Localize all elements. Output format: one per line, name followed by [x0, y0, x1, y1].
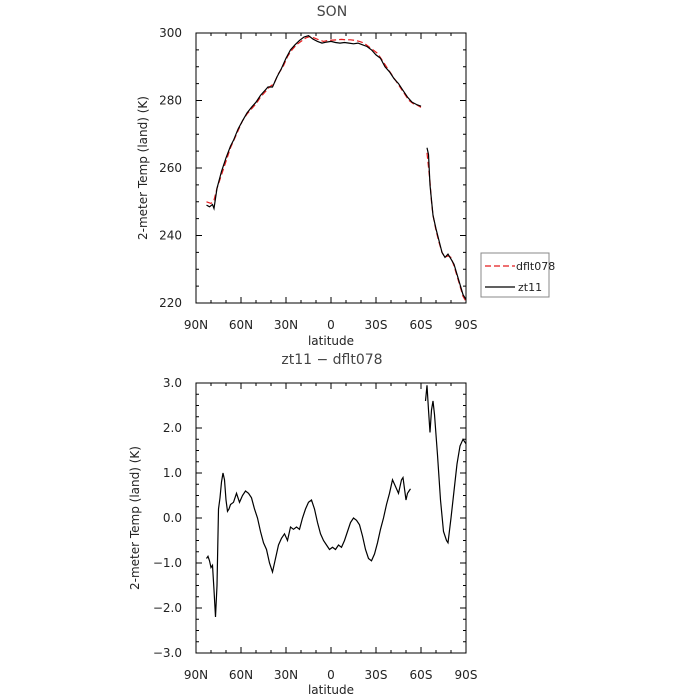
- bottom-x-tick-label: 30S: [365, 668, 388, 682]
- top-legend: dflt078 zt11: [480, 252, 555, 298]
- top-y-tick-label: 300: [159, 26, 182, 40]
- top-x-tick-label: 0: [327, 318, 335, 332]
- bottom-axis-ticks: 90N 60N 30N 0 30S 60S 90S −3.0 −2.0 −1.0 0.0 1.0 2.0…: [153, 376, 478, 682]
- bottom-y-tick-label: 1.0: [163, 466, 182, 480]
- bottom-y-tick-label: −1.0: [153, 556, 182, 570]
- top-y-tick-label: 220: [159, 296, 182, 310]
- bottom-x-tick-label: 0: [327, 668, 335, 682]
- bottom-x-tick-label: 90N: [184, 668, 208, 682]
- bottom-x-tick-label: 60S: [410, 668, 433, 682]
- top-y-tick-label: 240: [159, 229, 182, 243]
- series-line-zt11-dflt078: [424, 385, 467, 545]
- top-x-tick-label: 60S: [410, 318, 433, 332]
- bottom-y-tick-label: 0.0: [163, 511, 182, 525]
- bottom-y-tick-label: −3.0: [153, 646, 182, 660]
- bottom-x-tick-label: 30N: [274, 668, 298, 682]
- top-x-tick-label: 30S: [365, 318, 388, 332]
- bottom-x-tick-label: 90S: [455, 668, 478, 682]
- series-line-zt11: [206, 35, 422, 211]
- series-line-zt11: [426, 147, 467, 300]
- top-x-tick-label: 30N: [274, 318, 298, 332]
- top-x-tick-label: 90N: [184, 318, 208, 332]
- legend-label-zt11: zt11: [518, 281, 542, 294]
- bottom-y-tick-label: 2.0: [163, 421, 182, 435]
- top-x-tick-label: 90S: [455, 318, 478, 332]
- bottom-y-tick-label: −2.0: [153, 601, 182, 615]
- top-x-axis-label: latitude: [308, 334, 354, 348]
- bottom-x-tick-label: 60N: [229, 668, 253, 682]
- bottom-chart-title: zt11 − dflt078: [281, 352, 382, 368]
- top-axis-ticks: 90N 60N 30N 0 30S 60S 90S 220 240 260 280 300: [159, 26, 477, 332]
- bottom-y-tick-label: 3.0: [163, 376, 182, 390]
- bottom-panel: zt11 − dflt078 90N 60N 30N 0 30S 60S 90S −3.0 −2…: [128, 352, 477, 697]
- top-x-tick-label: 60N: [229, 318, 253, 332]
- top-panel: SON 90N 60N 30N 0 30S 60S 90S 220 240 260 280 300 l…: [136, 4, 555, 348]
- bottom-series-lines: [206, 385, 467, 618]
- top-y-axis-label: 2-meter Temp (land) (K): [136, 96, 150, 240]
- series-line-zt11-dflt078: [206, 472, 411, 618]
- top-y-tick-label: 260: [159, 161, 182, 175]
- legend-label-dflt078: dflt078: [516, 260, 555, 273]
- top-y-tick-label: 280: [159, 94, 182, 108]
- bottom-x-axis-label: latitude: [308, 683, 354, 697]
- series-line-dflt078: [206, 35, 422, 205]
- bottom-y-axis-label: 2-meter Temp (land) (K): [128, 446, 142, 590]
- top-chart-title: SON: [317, 4, 347, 20]
- legend-box: [480, 252, 550, 298]
- top-series-lines: [206, 35, 467, 302]
